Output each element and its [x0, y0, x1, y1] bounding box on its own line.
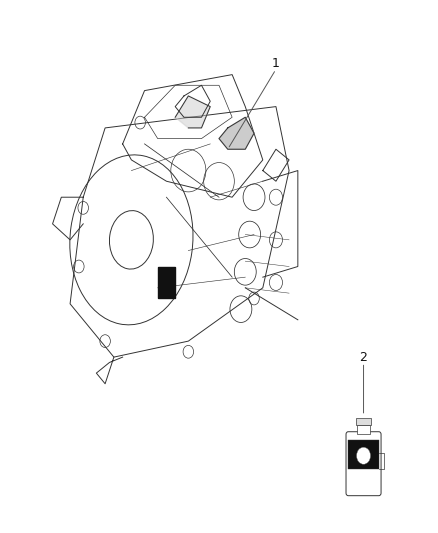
- Text: MOPAR: MOPAR: [353, 473, 374, 478]
- Bar: [356, 418, 371, 425]
- Bar: [357, 425, 370, 434]
- FancyBboxPatch shape: [346, 432, 381, 496]
- Polygon shape: [219, 117, 254, 149]
- Polygon shape: [158, 266, 175, 298]
- Circle shape: [357, 447, 371, 464]
- Polygon shape: [175, 96, 210, 128]
- Text: 2: 2: [360, 351, 367, 364]
- Text: 1: 1: [272, 58, 280, 70]
- Bar: [348, 440, 379, 469]
